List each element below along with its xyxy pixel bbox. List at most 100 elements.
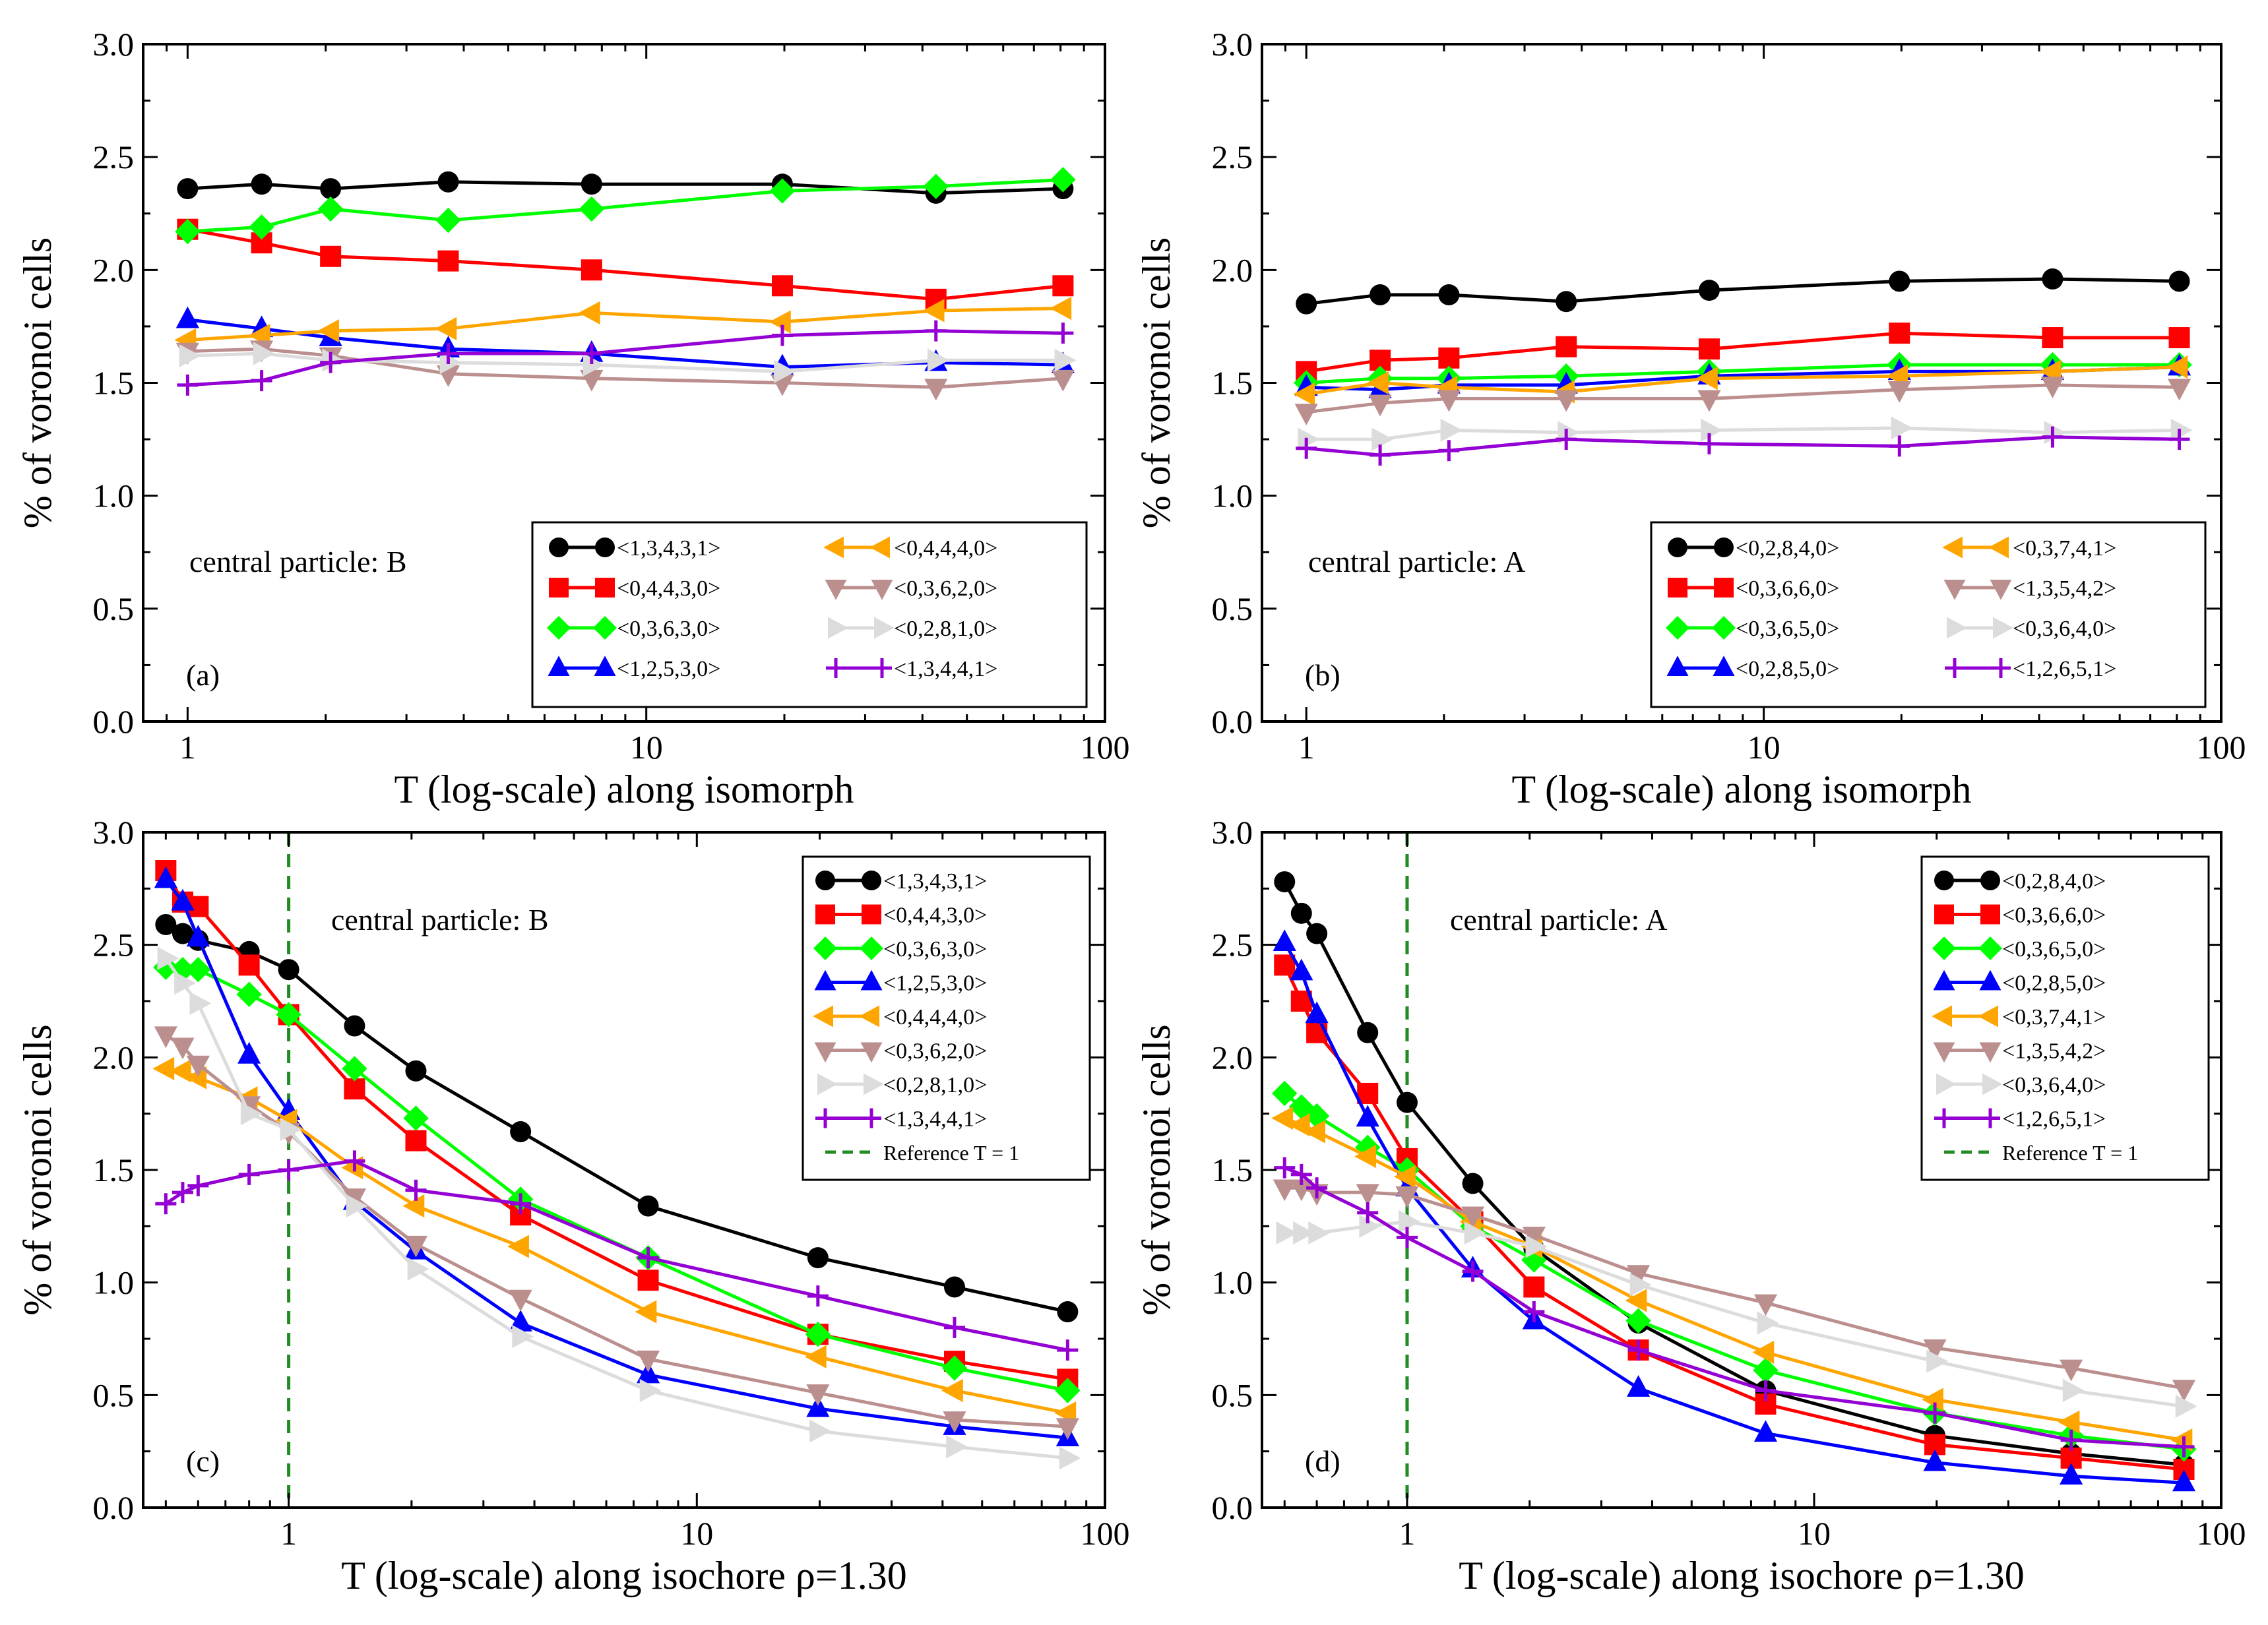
legend-label: <0,3,6,4,0>	[2002, 1073, 2106, 1097]
legend-marker	[1668, 578, 1687, 598]
legend-marker	[1932, 1005, 1952, 1027]
data-point	[2042, 426, 2063, 448]
legend-marker	[1980, 1108, 2000, 1128]
y-tick-label: 2.0	[1212, 1039, 1253, 1076]
data-point	[1370, 445, 1391, 466]
legend-label: <1,3,4,3,1>	[883, 869, 987, 894]
data-point	[175, 218, 201, 245]
legend-marker	[1980, 871, 2000, 890]
series-8	[155, 1150, 1079, 1361]
data-point	[1462, 1260, 1484, 1282]
panel-d-axes-layer: 0.0 0.5 1.0 1.5 2.0 2.5 3.0 1 10 100	[1212, 814, 2246, 1552]
data-point	[1521, 1247, 1547, 1273]
panel-c-axes-layer: 0.0 0.5 1.0 1.5 2.0 2.5 3.0 1 10 100	[93, 814, 1130, 1552]
data-point	[317, 319, 339, 343]
data-point	[276, 1002, 301, 1027]
data-point	[1626, 1265, 1651, 1287]
data-point	[249, 214, 274, 240]
data-point	[342, 1056, 367, 1082]
data-point	[925, 320, 947, 342]
data-point	[1438, 440, 1460, 462]
legend-marker	[859, 1005, 879, 1027]
data-point	[2172, 1380, 2196, 1402]
data-point	[1464, 1221, 1486, 1245]
panel-c-legend: <1,3,4,3,1> <0,4,4,3,0> <0,3,6,3,0> <1,2,5,…	[802, 855, 1091, 1181]
legend-marker	[1712, 616, 1736, 640]
data-point	[2168, 270, 2190, 292]
legend-item: <1,3,4,3,1>	[549, 536, 720, 561]
legend-marker	[869, 536, 890, 559]
legend-item: <0,3,6,6,0>	[1668, 576, 1839, 601]
data-point	[581, 173, 602, 195]
data-point	[1753, 1294, 1778, 1316]
panel-d-x-axis-title: T (log-scale) along isochore ρ=1.30	[1459, 1554, 2024, 1597]
data-point	[1055, 1418, 1079, 1440]
data-point	[1698, 433, 1720, 454]
series-2	[1296, 322, 2190, 383]
data-point	[807, 1285, 829, 1307]
x-tick-label: 100	[2197, 1515, 2246, 1552]
data-point	[1522, 1227, 1546, 1248]
data-point	[1556, 429, 1577, 450]
data-point	[437, 342, 459, 364]
data-point	[185, 957, 211, 983]
data-point	[923, 173, 949, 199]
data-point	[236, 981, 262, 1007]
x-tick-label: 10	[1798, 1515, 1831, 1552]
legend-item: <1,3,4,4,1>	[826, 657, 997, 681]
legend-item: <0,3,6,5,0>	[1932, 936, 2106, 962]
panel-a-label: (a)	[186, 658, 220, 692]
series-line	[187, 307, 1063, 342]
data-point	[251, 173, 272, 195]
data-point	[809, 1419, 831, 1443]
data-point	[177, 178, 199, 200]
legend-marker	[1934, 871, 1954, 890]
data-point	[1357, 1022, 1379, 1043]
data-point	[172, 1182, 193, 1204]
data-point	[1753, 1357, 1779, 1383]
data-point	[1922, 1388, 1943, 1411]
panel-a-axes-layer: 0.0 0.5 1.0 1.5 2.0 2.5 3.0 1 10 100	[93, 26, 1130, 766]
data-point	[509, 1310, 532, 1332]
data-point	[927, 348, 949, 372]
legend-marker	[1945, 658, 1965, 678]
x-tick-label: 1	[280, 1515, 297, 1552]
legend-marker	[814, 969, 836, 991]
panel-a-series-layer	[174, 167, 1077, 401]
series-4	[1273, 929, 2196, 1492]
data-point	[941, 1378, 963, 1403]
series-line	[187, 329, 1063, 387]
legend-marker	[1666, 616, 1689, 640]
data-point	[804, 1345, 827, 1368]
data-point	[2042, 268, 2063, 290]
data-point	[278, 959, 299, 981]
panel-d-label: (d)	[1305, 1444, 1340, 1478]
x-tick-label: 10	[680, 1515, 713, 1552]
legend-marker	[1993, 617, 2013, 639]
data-point	[1290, 1163, 1312, 1185]
data-point	[155, 1193, 177, 1215]
legend-label: <0,3,7,4,1>	[2013, 536, 2116, 561]
data-point	[1367, 371, 1389, 395]
data-point	[512, 1324, 534, 1349]
data-point	[2062, 1378, 2085, 1403]
data-point	[177, 374, 199, 396]
panel-a-legend: <1,3,4,3,1> <0,4,4,3,0> <0,3,6,3,0> <1,2,5,…	[531, 521, 1088, 708]
legend-label: <0,2,8,1,0>	[894, 617, 997, 641]
data-point	[1052, 275, 1074, 297]
data-point	[1296, 293, 1317, 315]
data-point	[238, 954, 260, 976]
series-line	[187, 177, 1063, 233]
legend-marker	[864, 1073, 884, 1095]
data-point	[807, 1247, 829, 1269]
data-point	[1055, 1378, 1081, 1403]
y-tick-label: 2.0	[93, 251, 135, 288]
data-point	[510, 1120, 532, 1142]
data-point	[578, 301, 600, 324]
legend-item: <0,3,7,4,1>	[1932, 1005, 2106, 1029]
legend-item: <0,3,6,4,0>	[1947, 617, 2116, 641]
data-point	[1356, 1105, 1379, 1127]
data-point	[1924, 1402, 1946, 1424]
data-point	[179, 344, 201, 368]
legend-item: <0,3,6,2,0>	[825, 576, 997, 601]
